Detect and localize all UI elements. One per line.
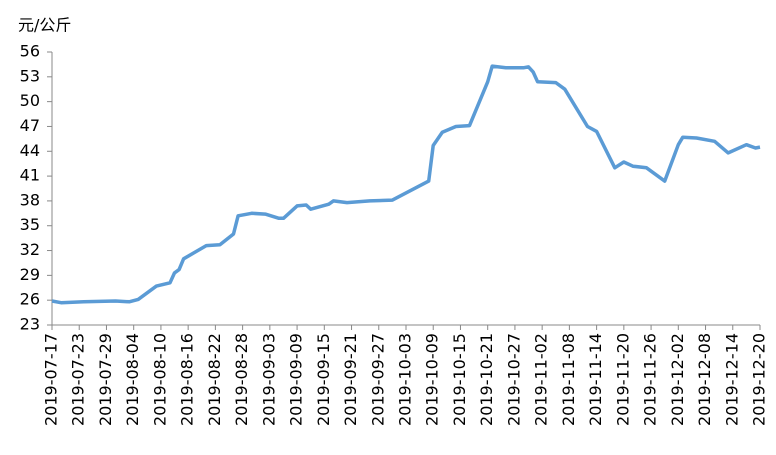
y-tick-label: 47 — [20, 116, 40, 135]
x-tick-label: 2019-12-20 — [750, 333, 769, 426]
x-tick-label: 2019-10-21 — [477, 333, 496, 426]
x-tick-label: 2019-10-15 — [450, 333, 469, 426]
x-tick-label: 2019-12-08 — [695, 333, 714, 426]
x-tick-label: 2019-08-04 — [123, 333, 142, 426]
line — [51, 64, 761, 305]
x-tick-label: 2019-09-27 — [368, 333, 387, 426]
x-tick-label: 2019-11-02 — [532, 333, 551, 426]
x-tick-label: 2019-09-21 — [341, 333, 360, 426]
y-tick-label: 35 — [20, 215, 40, 234]
y-axis-label: 元/公斤 — [18, 16, 71, 35]
x-tick-label: 2019-11-08 — [559, 333, 578, 426]
x-tick-label: 2019-10-09 — [423, 333, 442, 426]
y-tick-label: 29 — [20, 265, 40, 284]
x-tick-label: 2019-08-22 — [205, 333, 224, 426]
y-tick-label: 44 — [20, 141, 40, 160]
x-tick-label: 2019-10-03 — [396, 333, 415, 426]
x-tick-label: 2019-09-03 — [259, 333, 278, 426]
y-tick-label: 26 — [20, 290, 40, 309]
x-tick-label: 2019-10-27 — [504, 333, 523, 426]
x-tick-label: 2019-09-15 — [314, 333, 333, 426]
y-tick-label: 38 — [20, 190, 40, 209]
x-tick-label: 2019-08-10 — [150, 333, 169, 426]
x-tick-label: 2019-07-23 — [69, 333, 88, 426]
y-tick-label: 41 — [20, 166, 40, 185]
y-tick-label: 50 — [20, 91, 40, 110]
x-tick-label: 2019-11-14 — [586, 333, 605, 426]
x-tick-label: 2019-11-20 — [613, 333, 632, 426]
x-tick-label: 2019-11-26 — [641, 333, 660, 426]
x-tick-label: 2019-07-17 — [42, 333, 61, 426]
x-tick-label: 2019-07-29 — [96, 333, 115, 426]
x-tick-label: 2019-09-09 — [287, 333, 306, 426]
y-tick-label: 53 — [20, 66, 40, 85]
y-tick-label: 23 — [20, 315, 40, 334]
y-tick-label: 32 — [20, 240, 40, 259]
x-tick-label: 2019-08-28 — [232, 333, 251, 426]
y-tick-label: 56 — [20, 42, 40, 61]
x-tick-label: 2019-12-02 — [668, 333, 687, 426]
x-tick-label: 2019-08-16 — [178, 333, 197, 426]
x-tick-label: 2019-12-14 — [722, 333, 741, 426]
